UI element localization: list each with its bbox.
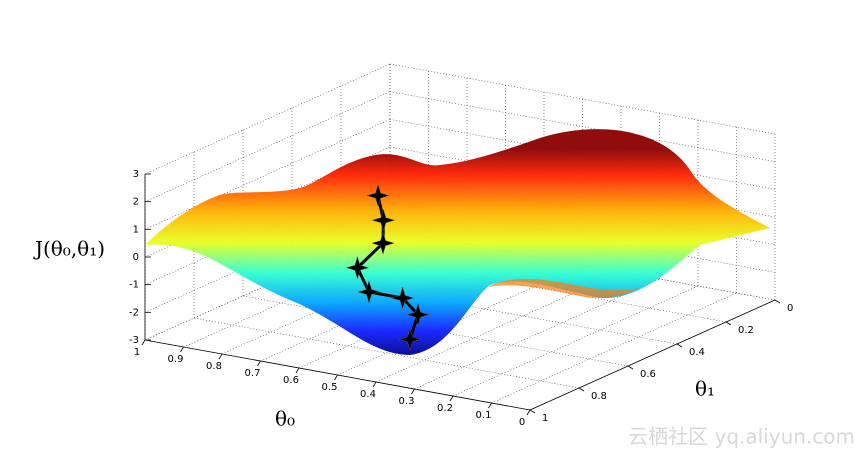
x-tick [411,388,415,395]
y-tick [627,365,634,370]
axis-line [529,299,776,411]
x-tick-label: 0.4 [360,389,376,400]
axis-line [144,339,531,411]
x-tick [372,381,377,388]
y-axis-label: θ₁ [695,377,715,401]
x-tick-label: 0.5 [322,382,338,393]
x-axis-label: θ₀ [275,407,295,431]
surface-lip [488,278,640,298]
path-marker [345,255,370,280]
y-tick-label: 0 [787,303,793,314]
z-tick-label: 0 [133,252,139,263]
x-tick [180,346,184,353]
x-tick-label: 1 [134,347,140,358]
z-tick-label: 3 [133,169,139,180]
watermark: 云栖社区 yq.aliyun.com [628,425,855,449]
z-tick-label: -1 [129,280,139,291]
x-tick [334,374,338,381]
y-tick-label: 0.2 [738,325,754,336]
x-tick [257,360,261,367]
x-tick [218,353,223,360]
path-marker [357,280,381,304]
y-tick [774,299,781,304]
grid-line [291,273,678,345]
x-tick [526,409,531,416]
y-tick-label: 1 [542,413,548,424]
x-tick-label: 0.1 [476,410,492,421]
grid-line [144,63,391,175]
z-axis-label: J(θ₀,θ₁) [33,237,105,261]
y-tick [578,387,585,392]
y-tick-label: 0.8 [591,391,607,402]
x-tick-label: 0.7 [245,368,261,379]
path-marker [371,208,396,233]
grid-line [452,285,699,397]
z-tick-label: 1 [133,224,139,235]
surface [145,129,770,355]
x-tick-label: 0.9 [168,354,184,365]
z-tick-label: -2 [129,307,139,318]
y-tick [725,321,732,326]
path-marker [366,183,390,208]
y-tick-label: 0.6 [640,369,656,380]
x-tick [488,402,492,409]
y-tick-label: 0.4 [689,347,705,358]
grid-line [389,63,776,135]
y-tick [676,343,683,348]
path-marker [398,327,422,352]
y-tick [529,409,536,414]
x-tick-label: 0.8 [206,361,222,372]
z-tick-label: 2 [133,197,139,208]
x-tick [449,395,454,402]
x-tick [295,367,300,374]
x-tick-label: 0.3 [399,396,415,407]
z-tick-label: -3 [129,335,139,346]
path-marker [390,286,415,310]
x-tick-label: 0.6 [283,375,299,386]
path-marker [406,302,430,327]
x-tick-label: 0.2 [437,403,453,414]
x-tick-label: 0 [519,417,525,428]
x-tick [141,339,146,346]
grid-line [193,317,580,389]
path-marker [371,231,395,256]
